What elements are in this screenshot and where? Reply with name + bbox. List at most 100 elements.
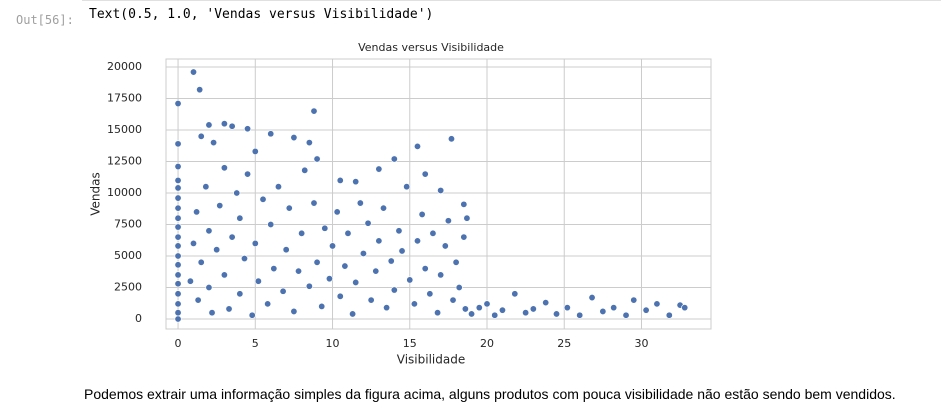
point [174,300,182,308]
x-tick-label: 25 [557,337,571,350]
point [364,219,372,227]
point [455,283,463,291]
point [174,204,182,212]
point [225,305,233,313]
point [410,300,418,308]
point [236,214,244,222]
point [228,233,236,241]
point [325,275,333,283]
point [352,178,360,186]
point [233,189,241,197]
x-axis-label: Visibilidade [397,353,465,367]
point [344,229,352,237]
point [461,305,469,313]
point [395,227,403,235]
x-tick-label: 10 [326,337,340,350]
point [290,307,298,315]
point [194,296,202,304]
point [553,310,561,318]
y-axis-label: Vendas [89,172,103,216]
chart: Vendas versus Visibilidade Visibilidade … [89,41,712,367]
point [197,132,205,140]
point [186,277,194,285]
point [630,296,638,304]
point [367,296,375,304]
point [248,311,256,319]
point [437,186,445,194]
point [270,265,278,273]
y-tick-label: 20000 [107,60,142,73]
point [375,165,383,173]
point [285,204,293,212]
chart-title: Vendas versus Visibilidade [358,41,504,54]
point [434,309,442,317]
point [174,271,182,279]
x-tick-label: 0 [175,337,182,350]
point [174,100,182,108]
point [375,237,383,245]
point [403,183,411,191]
point [665,311,673,319]
output-prompt: Out[56]: [16,13,74,27]
point [213,246,221,254]
point [318,302,326,310]
x-tick-label: 5 [252,337,259,350]
point [387,257,395,265]
point [202,183,210,191]
point [622,311,630,319]
point [174,261,182,269]
point [305,282,313,290]
point [313,155,321,163]
point [251,239,259,247]
y-tick-label: 15000 [107,123,142,136]
point [189,239,197,247]
y-tick-label: 12500 [107,154,142,167]
y-tick-label: 17500 [107,92,142,105]
point [336,176,344,184]
point [429,229,437,237]
point [441,242,449,250]
point [220,271,228,279]
point [174,140,182,148]
point [463,214,471,222]
point [380,204,388,212]
point [447,135,455,143]
point [599,307,607,315]
point [236,290,244,298]
point [220,164,228,172]
point [174,280,182,288]
point [398,247,406,255]
point [426,290,434,298]
point [174,214,182,222]
x-tick-label: 30 [634,337,648,350]
point [390,286,398,294]
y-tick-label: 0 [135,312,142,325]
point [681,304,689,312]
point [313,258,321,266]
point [310,107,318,115]
point [610,304,618,312]
point [205,283,213,291]
output-text: Text(0.5, 1.0, 'Vendas versus Visibilida… [89,7,434,22]
point [349,310,357,318]
point [244,170,252,178]
point [321,224,329,232]
point [174,242,182,250]
point [498,306,506,314]
point [452,258,460,266]
y-tick-label: 5000 [114,249,142,262]
point [220,120,228,128]
y-tick-label: 7500 [114,217,142,230]
point [418,210,426,218]
point [406,276,414,284]
point [529,305,537,313]
point [205,121,213,129]
y-tick-label: 10000 [107,186,142,199]
point [483,300,491,308]
point [216,202,224,210]
point [174,176,182,184]
point [279,287,287,295]
point [460,233,468,241]
point [259,195,267,203]
